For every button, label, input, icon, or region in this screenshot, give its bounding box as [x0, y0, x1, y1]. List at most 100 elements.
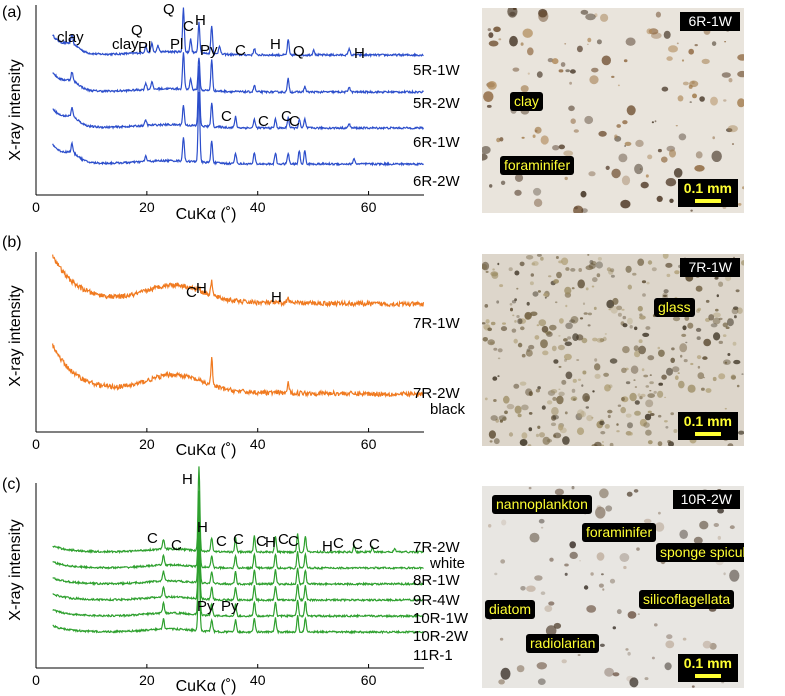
grain — [687, 384, 696, 393]
grain — [513, 338, 518, 344]
grain — [602, 588, 605, 591]
grain — [638, 345, 646, 355]
grain — [731, 375, 736, 380]
grain — [633, 489, 639, 493]
grain — [532, 291, 539, 297]
grain — [600, 13, 609, 22]
panel-a-ylabel: X-ray intensity — [7, 59, 24, 160]
grain — [737, 70, 744, 78]
grain — [646, 281, 650, 285]
grain — [581, 384, 584, 387]
grain — [592, 390, 595, 393]
grain — [622, 120, 628, 125]
grain — [653, 390, 657, 394]
grain — [549, 324, 557, 331]
sample-note: white — [429, 555, 465, 572]
grain — [630, 365, 639, 374]
grain — [665, 178, 677, 187]
grain — [620, 406, 626, 414]
sample-label: 7R-2W — [413, 539, 461, 556]
grain — [609, 578, 616, 584]
grain — [714, 276, 719, 280]
grain — [485, 270, 489, 273]
grain — [494, 572, 498, 576]
grain — [541, 405, 546, 410]
grain — [577, 378, 582, 381]
panel-c-label: (c) — [2, 476, 21, 493]
grain — [690, 209, 693, 212]
grain — [527, 72, 530, 75]
grain — [532, 261, 539, 266]
grain — [677, 372, 680, 374]
scale-bar-line — [694, 199, 721, 203]
grain — [647, 260, 653, 265]
grain — [621, 175, 631, 186]
micrograph-10r-2w: 10R-2W nannoplankton foraminifer sponge … — [482, 486, 744, 688]
grain — [553, 359, 559, 364]
sample-label: 5R-1W — [413, 62, 461, 79]
grain — [488, 32, 494, 38]
grain — [564, 286, 572, 295]
grain — [558, 69, 564, 73]
peak-label-C: C — [235, 42, 246, 59]
grain — [649, 381, 654, 385]
peak-label-H: H — [197, 519, 208, 536]
grain — [558, 335, 561, 337]
grain — [502, 416, 507, 421]
grain — [621, 367, 627, 373]
grain — [617, 404, 622, 407]
grain — [571, 388, 576, 393]
grain — [503, 395, 510, 404]
grain — [606, 267, 612, 272]
peak-label-H: H — [265, 534, 276, 551]
grain — [609, 442, 614, 446]
panel-c-chart: (c) X-ray intensity 0 20 40 60 CuKα (˚) 7R-… — [2, 466, 469, 695]
grain — [717, 508, 724, 514]
grain — [701, 58, 710, 65]
grain — [542, 350, 549, 356]
grain — [556, 271, 562, 279]
grain — [525, 255, 534, 260]
peak-label-C: C — [333, 535, 344, 552]
grain — [558, 424, 564, 431]
grain — [541, 325, 549, 333]
grain — [504, 410, 508, 415]
grain — [565, 267, 570, 271]
grain — [682, 637, 687, 641]
grain — [616, 430, 620, 433]
grain — [579, 317, 584, 320]
grain — [493, 399, 497, 402]
sample-label: 11R-1 — [413, 647, 453, 664]
grain — [520, 85, 529, 93]
grain — [622, 346, 630, 354]
grain — [677, 95, 684, 102]
grain — [603, 372, 609, 377]
grain — [703, 376, 706, 379]
grain — [587, 43, 589, 45]
grain — [711, 41, 717, 46]
grain — [604, 424, 610, 429]
grain — [594, 373, 601, 379]
grain — [699, 96, 705, 102]
grain — [604, 667, 614, 677]
grain — [665, 426, 669, 429]
series-line-10R-2W — [52, 540, 424, 619]
grain — [564, 43, 567, 45]
grain — [594, 358, 598, 362]
grain — [558, 391, 565, 397]
grain — [520, 42, 524, 46]
grain — [622, 315, 627, 320]
grain — [517, 342, 523, 348]
peak-label-Pl: Pl — [138, 39, 151, 56]
grain — [742, 186, 744, 190]
grain — [525, 349, 533, 357]
micrograph-sample-tag: 10R-2W — [672, 490, 740, 509]
grain — [537, 425, 541, 429]
grain — [647, 440, 653, 445]
grain — [482, 263, 488, 270]
grain — [625, 413, 632, 418]
grain — [495, 418, 499, 423]
grain — [546, 331, 553, 337]
grain — [547, 58, 554, 63]
grain — [501, 519, 507, 526]
